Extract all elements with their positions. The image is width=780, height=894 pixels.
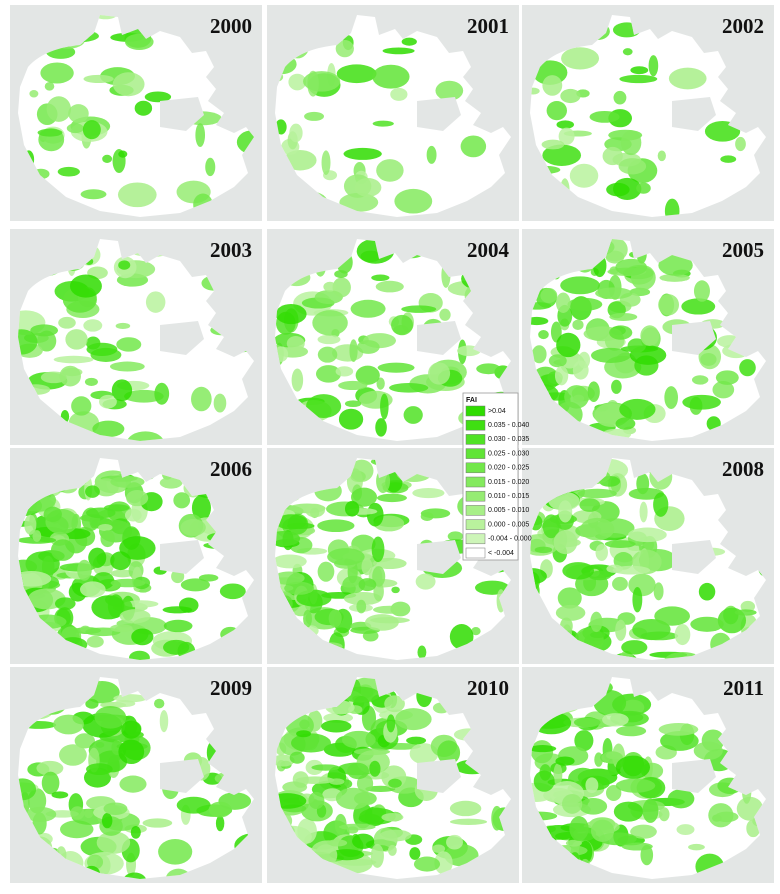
island	[160, 759, 204, 793]
year-label: 2004	[467, 238, 510, 262]
island	[672, 97, 716, 131]
legend-swatch	[465, 419, 486, 431]
island	[672, 321, 716, 355]
map-panel: 2002	[522, 5, 774, 221]
map-panel: 2001	[267, 5, 519, 221]
legend-swatch	[465, 462, 486, 474]
legend-swatch	[465, 448, 486, 459]
legend-swatch	[465, 476, 486, 488]
legend: FAI >0.04 0.035 - 0.040 0.030 - 0.035 0.025 …	[462, 392, 532, 561]
island	[160, 321, 204, 355]
legend-label: 0.015 - 0.020	[488, 479, 529, 486]
legend-swatch	[465, 434, 486, 445]
island	[417, 97, 461, 131]
year-label: 2000	[210, 14, 252, 38]
legend-label: 0.000 - 0.005	[488, 521, 529, 528]
year-label: 2009	[210, 676, 252, 700]
legend-label: 0.035 - 0.040	[488, 422, 529, 429]
island	[417, 321, 461, 355]
year-label: 2002	[722, 14, 764, 38]
legend-swatch	[465, 533, 486, 545]
legend-label: 0.020 - 0.025	[488, 465, 529, 472]
island	[672, 759, 716, 793]
year-label: 2003	[210, 238, 252, 262]
map-panel: 2005	[522, 229, 774, 445]
legend-label: >0.04	[488, 408, 506, 415]
legend-swatch	[465, 547, 486, 559]
legend-label: 0.010 - 0.015	[488, 493, 529, 500]
year-label: 2010	[467, 676, 509, 700]
legend-title: FAI	[466, 397, 477, 404]
map-panel: 2007	[267, 448, 519, 664]
island	[160, 540, 204, 574]
year-label: 2011	[723, 676, 764, 700]
map-panel: 2010	[267, 667, 519, 883]
legend-label: 0.005 - 0.010	[488, 507, 529, 514]
legend-label: 0.030 - 0.035	[488, 436, 529, 443]
island	[417, 540, 461, 574]
year-label: 2005	[722, 238, 764, 262]
legend-label: 0.025 - 0.030	[488, 450, 529, 457]
island	[160, 97, 204, 131]
map-panel: 2009	[10, 667, 262, 883]
legend-swatch	[465, 519, 486, 530]
island	[672, 540, 716, 574]
legend-label: < -0.004	[488, 550, 514, 557]
map-panel: 2006	[10, 448, 262, 664]
legend-swatch	[465, 505, 486, 516]
map-panel: 2008	[522, 448, 774, 664]
map-panel: 2003	[10, 229, 262, 445]
map-panel: 2011	[522, 667, 774, 883]
legend-swatch	[465, 490, 486, 502]
year-label: 2001	[467, 14, 509, 38]
year-label: 2006	[210, 457, 252, 481]
algae-patches	[530, 677, 766, 879]
year-label: 2008	[722, 457, 764, 481]
legend-swatch	[465, 405, 486, 417]
island	[417, 759, 461, 793]
legend-label: -0.004 - 0.000	[488, 536, 532, 543]
map-panel: 2000	[10, 5, 262, 221]
